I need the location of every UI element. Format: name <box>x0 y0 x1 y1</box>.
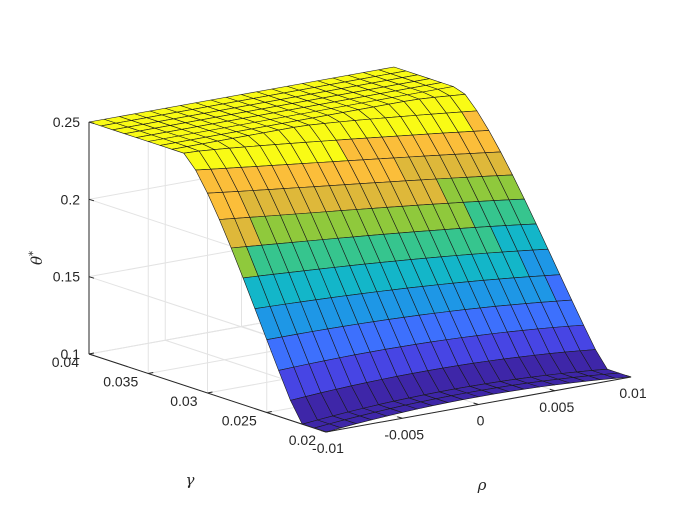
y-tick-label-4: 0.04 <box>52 354 79 370</box>
x-tick-mark-0 <box>320 430 327 433</box>
z-tick-mark-1 <box>88 276 95 279</box>
y-axis-title: γ <box>186 471 195 489</box>
x-tick-label-4: 0.01 <box>619 385 646 401</box>
z-axis-title-base: θ <box>28 256 46 265</box>
z-tick-mark-3 <box>88 121 95 124</box>
x-tick-mark-3 <box>549 388 555 392</box>
x-tick-label-2: 0 <box>477 413 485 429</box>
z-tick-label-1: 0.15 <box>53 269 80 285</box>
y-tick-label-1: 0.025 <box>222 413 257 429</box>
z-axis-title: θ* <box>28 251 46 265</box>
x-tick-mark-4 <box>625 375 632 378</box>
y-tick-mark-0 <box>325 430 332 433</box>
z-tick-label-0: 0.1 <box>61 346 81 362</box>
y-tick-label-2: 0.03 <box>170 393 197 409</box>
x-tick-label-0: -0.01 <box>312 440 344 456</box>
y-tick-label-0: 0.02 <box>289 432 316 448</box>
x-tick-label-1: -0.005 <box>384 426 424 442</box>
y-tick-mark-3 <box>148 372 154 374</box>
tick-layer: -0.01 -0.005 0 0.005 0.01 0.02 0.025 0.03 0.035 0… <box>52 114 647 456</box>
x-tick-mark-1 <box>397 416 403 419</box>
y-tick-mark-1 <box>266 411 272 413</box>
z-tick-label-3: 0.25 <box>53 114 80 130</box>
z-tick-mark-0 <box>88 353 95 356</box>
z-tick-label-2: 0.2 <box>61 191 81 207</box>
x-axis-title: ρ <box>477 476 487 494</box>
z-axis-title-sup: * <box>28 251 39 256</box>
x-tick-mark-2 <box>473 402 479 405</box>
y-tick-mark-2 <box>207 391 213 394</box>
surface-layer <box>88 66 632 433</box>
y-tick-label-3: 0.035 <box>103 374 138 390</box>
x-tick-label-3: 0.005 <box>539 399 574 415</box>
z-tick-mark-2 <box>88 198 95 202</box>
